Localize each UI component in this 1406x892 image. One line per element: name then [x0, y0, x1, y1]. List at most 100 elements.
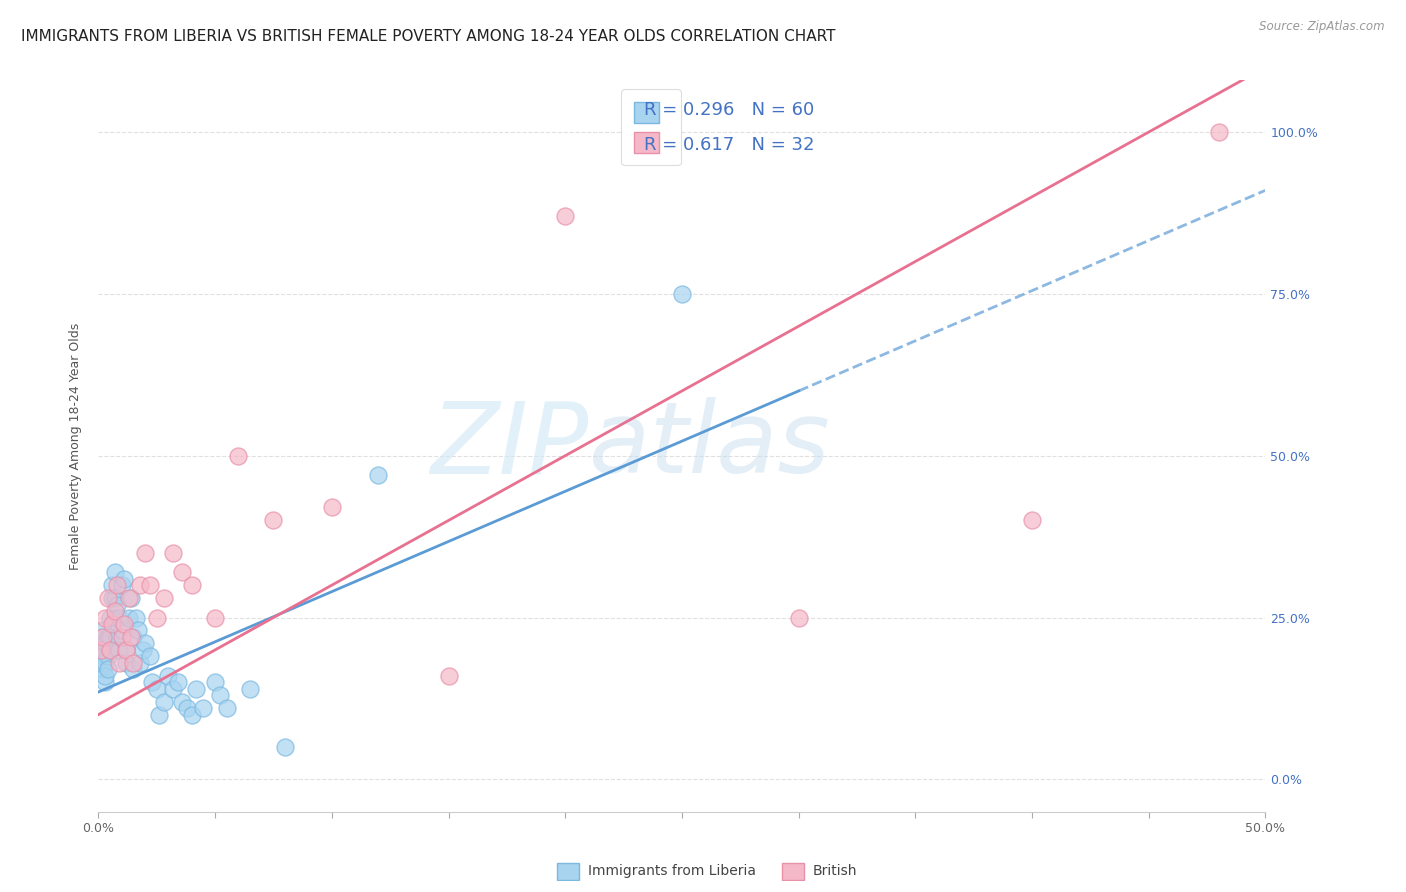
Point — [91, 643, 114, 657]
Point — [129, 656, 152, 670]
Point — [118, 591, 141, 606]
Text: British: British — [813, 864, 858, 879]
Point — [90, 656, 112, 670]
Y-axis label: Female Poverty Among 18-24 Year Olds: Female Poverty Among 18-24 Year Olds — [69, 322, 83, 570]
Point — [97, 649, 120, 664]
Point — [228, 449, 250, 463]
FancyBboxPatch shape — [782, 863, 804, 880]
Legend: , : , — [621, 89, 681, 165]
Point — [1208, 125, 1230, 139]
FancyBboxPatch shape — [557, 863, 579, 880]
Point — [97, 591, 120, 606]
Point — [122, 662, 145, 676]
Point — [162, 681, 184, 696]
Point — [172, 566, 194, 580]
Point — [91, 630, 114, 644]
Point — [262, 513, 284, 527]
Point — [94, 675, 117, 690]
Point — [90, 643, 112, 657]
Point — [108, 610, 131, 624]
Text: atlas: atlas — [589, 398, 830, 494]
Point — [97, 630, 120, 644]
Point — [111, 630, 134, 644]
Point — [152, 591, 174, 606]
Point — [94, 610, 117, 624]
Point — [108, 643, 131, 657]
Point — [91, 624, 114, 638]
Point — [111, 624, 134, 638]
Point — [274, 739, 297, 754]
Point — [90, 630, 112, 644]
Point — [101, 591, 124, 606]
Point — [132, 643, 155, 657]
Point — [146, 681, 169, 696]
Point — [112, 572, 135, 586]
Point — [127, 624, 149, 638]
Point — [101, 617, 124, 632]
Point — [104, 604, 127, 618]
Point — [118, 610, 141, 624]
Point — [115, 656, 138, 670]
Point — [94, 656, 117, 670]
Point — [104, 566, 127, 580]
Point — [176, 701, 198, 715]
Point — [157, 669, 180, 683]
Point — [146, 610, 169, 624]
Text: ZIP: ZIP — [430, 398, 589, 494]
Point — [111, 578, 134, 592]
Point — [141, 675, 163, 690]
Point — [115, 643, 138, 657]
Point — [120, 591, 142, 606]
Point — [104, 591, 127, 606]
Point — [186, 681, 208, 696]
Point — [94, 669, 117, 683]
Point — [152, 695, 174, 709]
Point — [437, 669, 460, 683]
Point — [239, 681, 262, 696]
Point — [367, 468, 389, 483]
Point — [98, 630, 121, 644]
Text: R = 0.296   N = 60: R = 0.296 N = 60 — [644, 101, 814, 119]
Point — [148, 707, 170, 722]
Point — [94, 636, 117, 650]
Point — [215, 701, 238, 715]
Point — [97, 662, 120, 676]
Point — [115, 643, 138, 657]
Text: Immigrants from Liberia: Immigrants from Liberia — [588, 864, 755, 879]
Point — [204, 675, 226, 690]
Point — [208, 688, 231, 702]
Text: R = 0.617   N = 32: R = 0.617 N = 32 — [644, 136, 814, 153]
Point — [180, 707, 202, 722]
Text: IMMIGRANTS FROM LIBERIA VS BRITISH FEMALE POVERTY AMONG 18-24 YEAR OLDS CORRELAT: IMMIGRANTS FROM LIBERIA VS BRITISH FEMAL… — [21, 29, 835, 44]
Point — [101, 578, 124, 592]
Point — [98, 610, 121, 624]
Point — [172, 695, 194, 709]
Point — [129, 578, 152, 592]
Point — [162, 546, 184, 560]
Point — [104, 610, 127, 624]
Point — [1021, 513, 1043, 527]
Point — [122, 656, 145, 670]
Point — [105, 578, 128, 592]
Point — [554, 209, 576, 223]
Point — [787, 610, 810, 624]
Point — [108, 656, 131, 670]
Point — [105, 598, 128, 612]
Point — [125, 610, 148, 624]
Point — [134, 636, 156, 650]
Point — [98, 643, 121, 657]
Point — [139, 578, 162, 592]
Point — [139, 649, 162, 664]
Point — [91, 662, 114, 676]
Point — [90, 643, 112, 657]
Text: Source: ZipAtlas.com: Source: ZipAtlas.com — [1260, 20, 1385, 33]
Point — [112, 617, 135, 632]
Point — [98, 643, 121, 657]
Point — [134, 546, 156, 560]
Point — [671, 286, 693, 301]
Point — [105, 630, 128, 644]
Point — [120, 630, 142, 644]
Point — [91, 649, 114, 664]
Point — [204, 610, 226, 624]
Point — [180, 578, 202, 592]
